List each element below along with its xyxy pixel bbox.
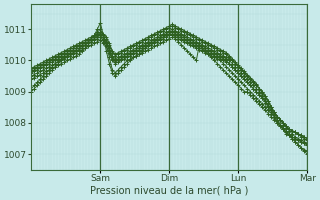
X-axis label: Pression niveau de la mer( hPa ): Pression niveau de la mer( hPa ) [90,186,249,196]
